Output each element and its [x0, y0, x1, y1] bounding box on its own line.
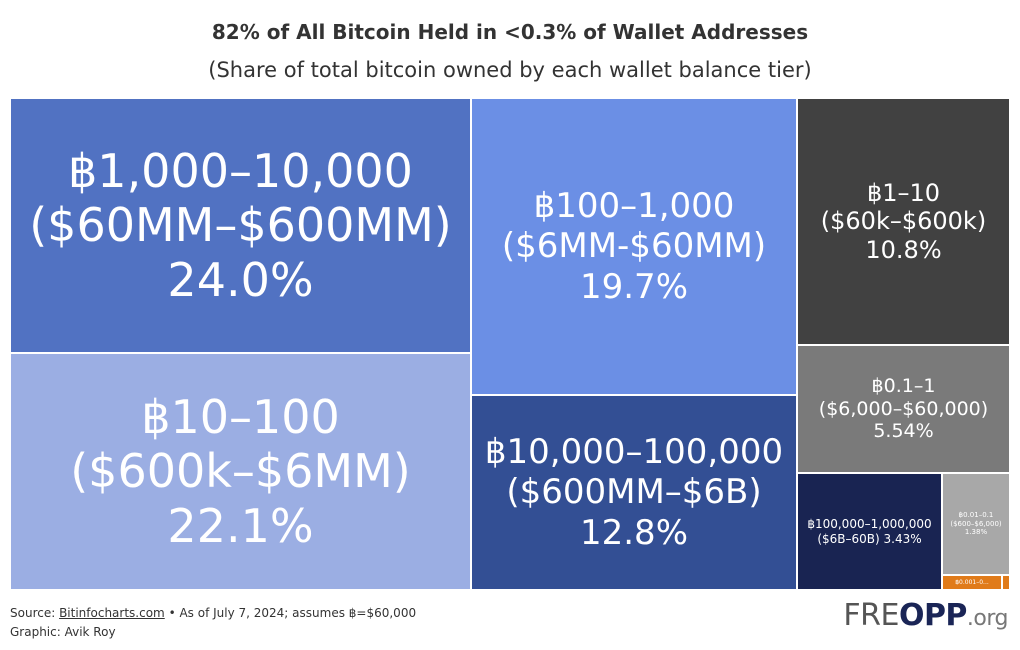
treemap-tile-100-1000: ฿100–1,000 ($6MM-$60MM) 19.7%: [471, 98, 797, 395]
tile-usd: ($600MM–$6B): [506, 472, 762, 513]
tile-label: ฿100,000–1,000,000: [807, 517, 932, 532]
treemap-tile-smallest: [1002, 575, 1010, 590]
logo-part-fre: FRE: [843, 598, 899, 633]
tile-value: 24.0%: [167, 252, 314, 307]
source-note: Source: Bitinfocharts.com • As of July 7…: [10, 606, 416, 620]
tile-label: ฿0.001–0...: [955, 578, 989, 586]
treemap-tile-1000-10000: ฿1,000–10,000 ($60MM–$600MM) 24.0%: [10, 98, 471, 353]
tile-usd: ($6B–60B) 3.43%: [817, 531, 922, 546]
tile-usd: ($60MM–$600MM): [29, 198, 452, 253]
tile-usd: ($600k–$6MM): [70, 444, 411, 499]
treemap-tile-0.1-1: ฿0.1–1 ($6,000–$60,000) 5.54%: [797, 345, 1010, 473]
logo-part-opp: OPP: [898, 598, 967, 633]
chart-subtitle: (Share of total bitcoin owned by each wa…: [208, 58, 812, 82]
treemap-tile-0.001-0.01: ฿0.001–0...: [942, 575, 1002, 590]
treemap-tile-0.01-0.1: ฿0.01–0.1 ($600–$6,000) 1.38%: [942, 473, 1010, 575]
tile-usd: ($6MM-$60MM): [501, 226, 767, 267]
treemap-tile-10000-100000: ฿10,000–100,000 ($600MM–$6B) 12.8%: [471, 395, 797, 590]
tile-label: ฿1–10: [866, 179, 941, 208]
tile-usd: ($600–$6,000): [950, 519, 1002, 528]
tile-usd: ($6,000–$60,000): [818, 397, 989, 420]
treemap-tile-10-100: ฿10–100 ($600k–$6MM) 22.1%: [10, 353, 471, 590]
logo-part-org: .org: [966, 606, 1009, 631]
source-prefix: Source:: [10, 606, 60, 620]
chart-title: 82% of All Bitcoin Held in <0.3% of Wall…: [211, 20, 809, 44]
tile-value: 19.7%: [579, 266, 688, 307]
tile-label: ฿0.01–0.1: [958, 511, 994, 520]
treemap-tile-1-10: ฿1–10 ($60k–$600k) 10.8%: [797, 98, 1010, 345]
tile-label: ฿100–1,000: [533, 186, 735, 227]
tile-value: 22.1%: [167, 498, 314, 553]
tile-value: 1.38%: [964, 528, 988, 537]
tile-label: ฿0.1–1: [871, 375, 936, 398]
tile-value: 12.8%: [579, 512, 688, 553]
graphic-credit: Graphic: Avik Roy: [10, 625, 116, 639]
tile-label: ฿10,000–100,000: [484, 432, 784, 473]
tile-value: 10.8%: [865, 235, 942, 264]
tile-label: ฿10–100: [141, 390, 340, 445]
tile-label: ฿1,000–10,000: [68, 144, 413, 199]
source-link[interactable]: Bitinfocharts.com: [59, 606, 165, 620]
tile-usd: ($60k–$600k): [820, 207, 987, 236]
tile-value: 5.54%: [873, 420, 934, 443]
freopp-logo: FREOPP.org: [843, 598, 1008, 633]
source-suffix: • As of July 7, 2024; assumes ฿=$60,000: [164, 606, 417, 620]
treemap-tile-100000-1000000: ฿100,000–1,000,000 ($6B–60B) 3.43%: [797, 473, 942, 590]
treemap-chart: ฿1,000–10,000 ($60MM–$600MM) 24.0% ฿10–1…: [10, 98, 1010, 590]
